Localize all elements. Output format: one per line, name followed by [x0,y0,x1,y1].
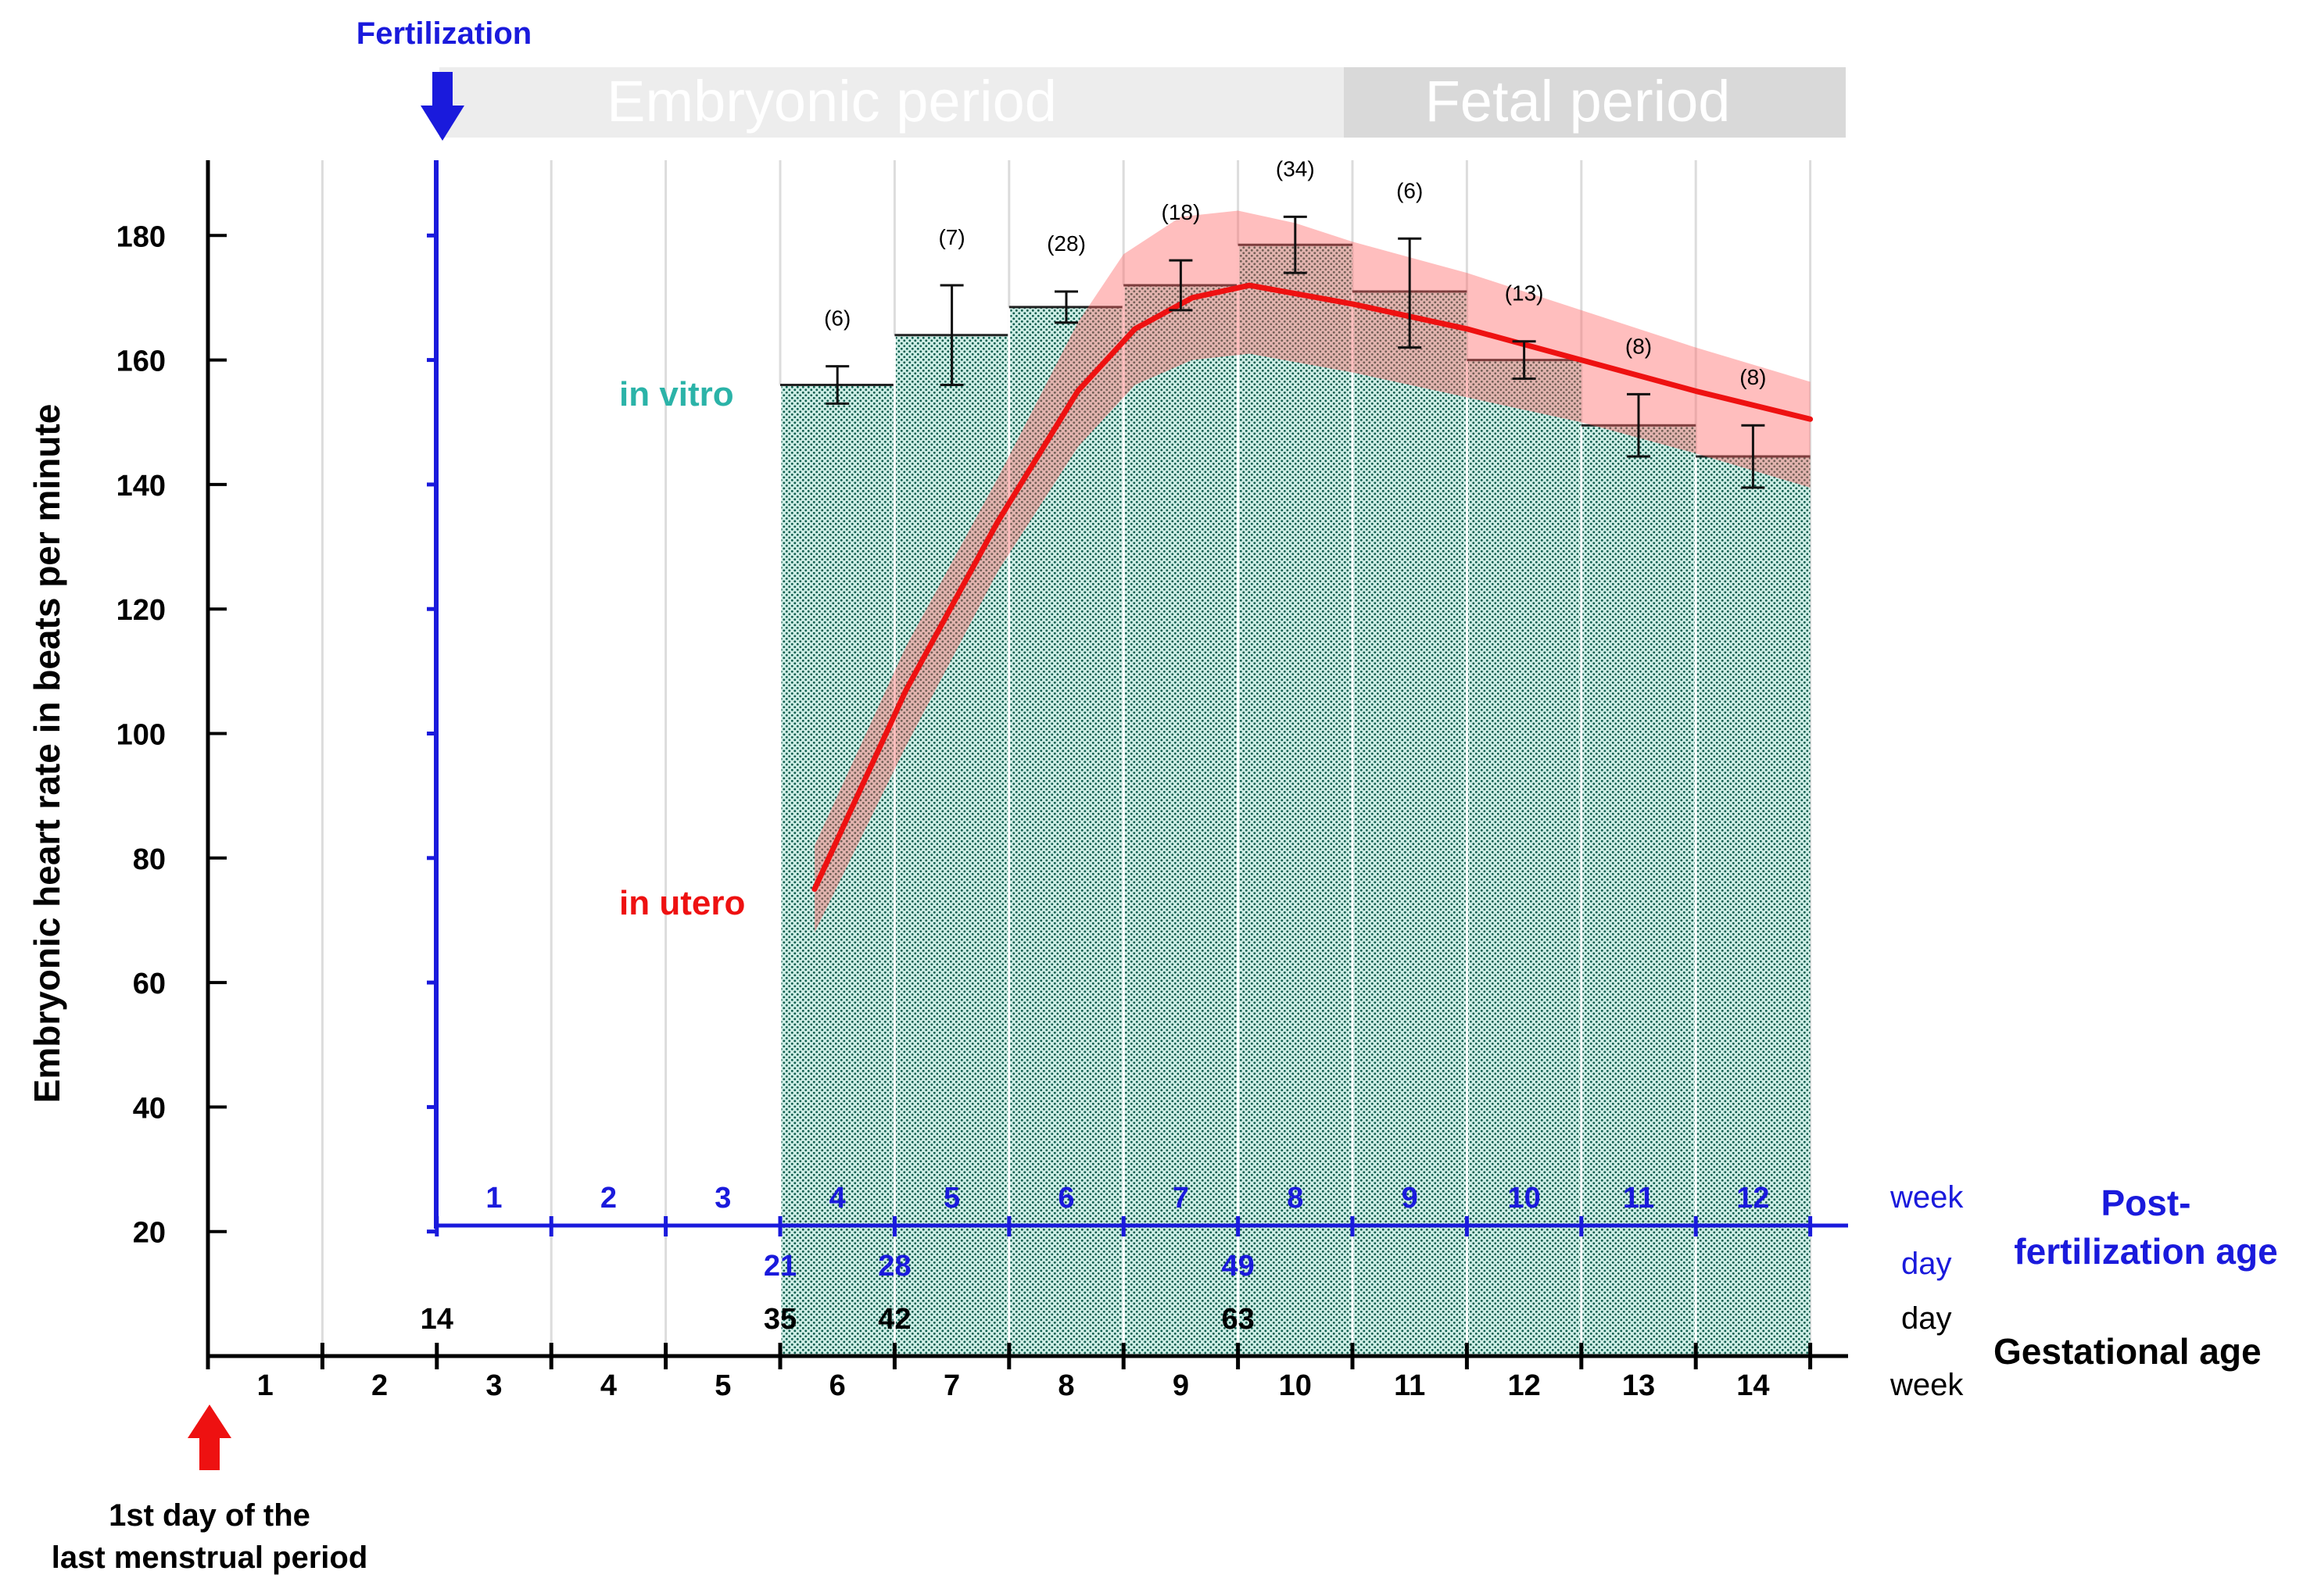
error-bar [1741,424,1765,489]
post-fert-day-unit: day [1901,1247,1952,1281]
fertilization-label: Fertilization [356,16,532,51]
gestational-week-label: 13 [1622,1369,1655,1402]
sample-size-labels: (6) (7) (28) (18) (34) (6) (13) (8) (8) [824,156,1766,389]
fetal-period-bar [1344,67,1846,138]
error-bar [1169,259,1193,312]
y-tick-label: 20 [133,1217,166,1250]
post-fert-week-label: 9 [1402,1182,1418,1215]
gestational-day-unit: day [1901,1301,1952,1336]
fertilization-arrow-icon [421,72,464,141]
in-vitro-legend: in vitro [619,375,734,413]
post-fert-week-label: 4 [829,1182,846,1215]
gestational-week-label: 4 [600,1369,617,1402]
gestational-age-label: Gestational age [1993,1331,2262,1372]
sample-size-label: (28) [1047,231,1086,256]
y-tick-label: 60 [133,968,166,1000]
gestational-week-label: 5 [715,1369,731,1402]
in-vitro-bars [779,243,1811,1357]
in-utero-series-line [811,282,1814,893]
post-fert-week-label: 7 [1173,1182,1189,1215]
fetal-period-label: Fetal period [1425,69,1731,134]
gestational-week-label: 12 [1507,1369,1540,1402]
y-tick-label: 80 [133,843,166,876]
gestational-week-label: 7 [944,1369,960,1402]
lmp-arrow-icon [188,1405,231,1470]
gestational-week-label: 6 [829,1369,846,1402]
bar [1238,245,1352,1356]
gestational-week-label: 9 [1173,1369,1189,1402]
gestational-week-label: 8 [1058,1369,1074,1402]
confidence-band [814,210,1811,933]
post-fert-label-line1: Post- [2101,1183,2191,1223]
in-utero-line [811,282,1814,893]
post-fert-day-label: 28 [878,1250,911,1283]
y-tick-label: 120 [116,594,166,627]
error-bar [1512,340,1536,380]
gestational-week-label: 10 [1279,1369,1312,1402]
in-vitro-error-bars [826,215,1765,489]
post-fert-week-label: 8 [1287,1182,1303,1215]
sample-size-label: (34) [1276,156,1315,181]
gestational-week-unit: week [1890,1368,1964,1402]
gestational-week-label: 2 [371,1369,388,1402]
bar [1467,360,1581,1357]
bar [1696,456,1811,1356]
sample-size-label: (7) [938,225,965,249]
gestational-day-label: 63 [1221,1303,1254,1336]
post-fert-week-label: 10 [1507,1182,1540,1215]
post-fert-week-label: 11 [1623,1182,1654,1215]
error-bar [1627,392,1650,458]
gestational-week-label: 14 [1736,1369,1769,1402]
post-fert-week-label: 3 [715,1182,731,1215]
bar [1581,425,1696,1357]
post-fert-week-label: 5 [944,1182,960,1215]
y-tick-label: 140 [116,470,166,503]
post-fert-week-unit: week [1890,1180,1964,1215]
gestational-day-label: 14 [421,1303,453,1336]
error-bar [1398,237,1422,349]
post-fert-label-line2: fertilization age [2014,1231,2277,1272]
sample-size-label: (13) [1505,281,1544,306]
post-fert-day-label: 21 [764,1250,797,1283]
bar [894,335,1009,1356]
post-fert-week-label: 12 [1736,1182,1769,1215]
y-axis-ticks: 20 40 60 80 100 120 140 160 180 [116,220,436,1250]
error-bar [1283,215,1307,274]
post-fert-week-label: 1 [485,1182,502,1215]
y-axis-label: Embryonic heart rate in beats per minute [27,404,67,1104]
y-tick-label: 40 [133,1092,166,1125]
sample-size-label: (6) [824,306,851,331]
bar [1123,285,1238,1356]
y-tick-label: 160 [116,345,166,378]
bar [780,385,895,1357]
sample-size-label: (8) [1625,334,1652,358]
post-fert-day-label: 49 [1221,1250,1254,1283]
in-utero-band [814,210,1811,933]
bar [1008,306,1124,1357]
bar [1352,291,1467,1356]
lmp-label-line1: 1st day of the [109,1498,310,1533]
gestational-day-label: 35 [764,1303,797,1336]
embryonic-period-label: Embryonic period [607,69,1057,134]
lmp-label-line2: last menstrual period [52,1541,368,1575]
y-tick-label: 180 [116,220,166,253]
post-fert-week-label: 2 [600,1182,617,1215]
error-bar [826,365,850,405]
gestational-week-label: 1 [257,1369,274,1402]
sample-size-label: (18) [1162,200,1201,224]
sample-size-label: (6) [1396,178,1423,202]
gestational-day-label: 42 [878,1303,911,1336]
gestational-week-label: 11 [1394,1369,1425,1402]
y-tick-label: 100 [116,719,166,752]
gestational-week-label: 3 [485,1369,502,1402]
post-fert-week-label: 6 [1058,1182,1074,1215]
sample-size-label: (8) [1739,365,1766,389]
in-utero-legend: in utero [619,884,745,922]
embryonic-period-bar [439,67,1344,138]
error-bar [1055,290,1078,324]
error-bar [940,284,964,386]
